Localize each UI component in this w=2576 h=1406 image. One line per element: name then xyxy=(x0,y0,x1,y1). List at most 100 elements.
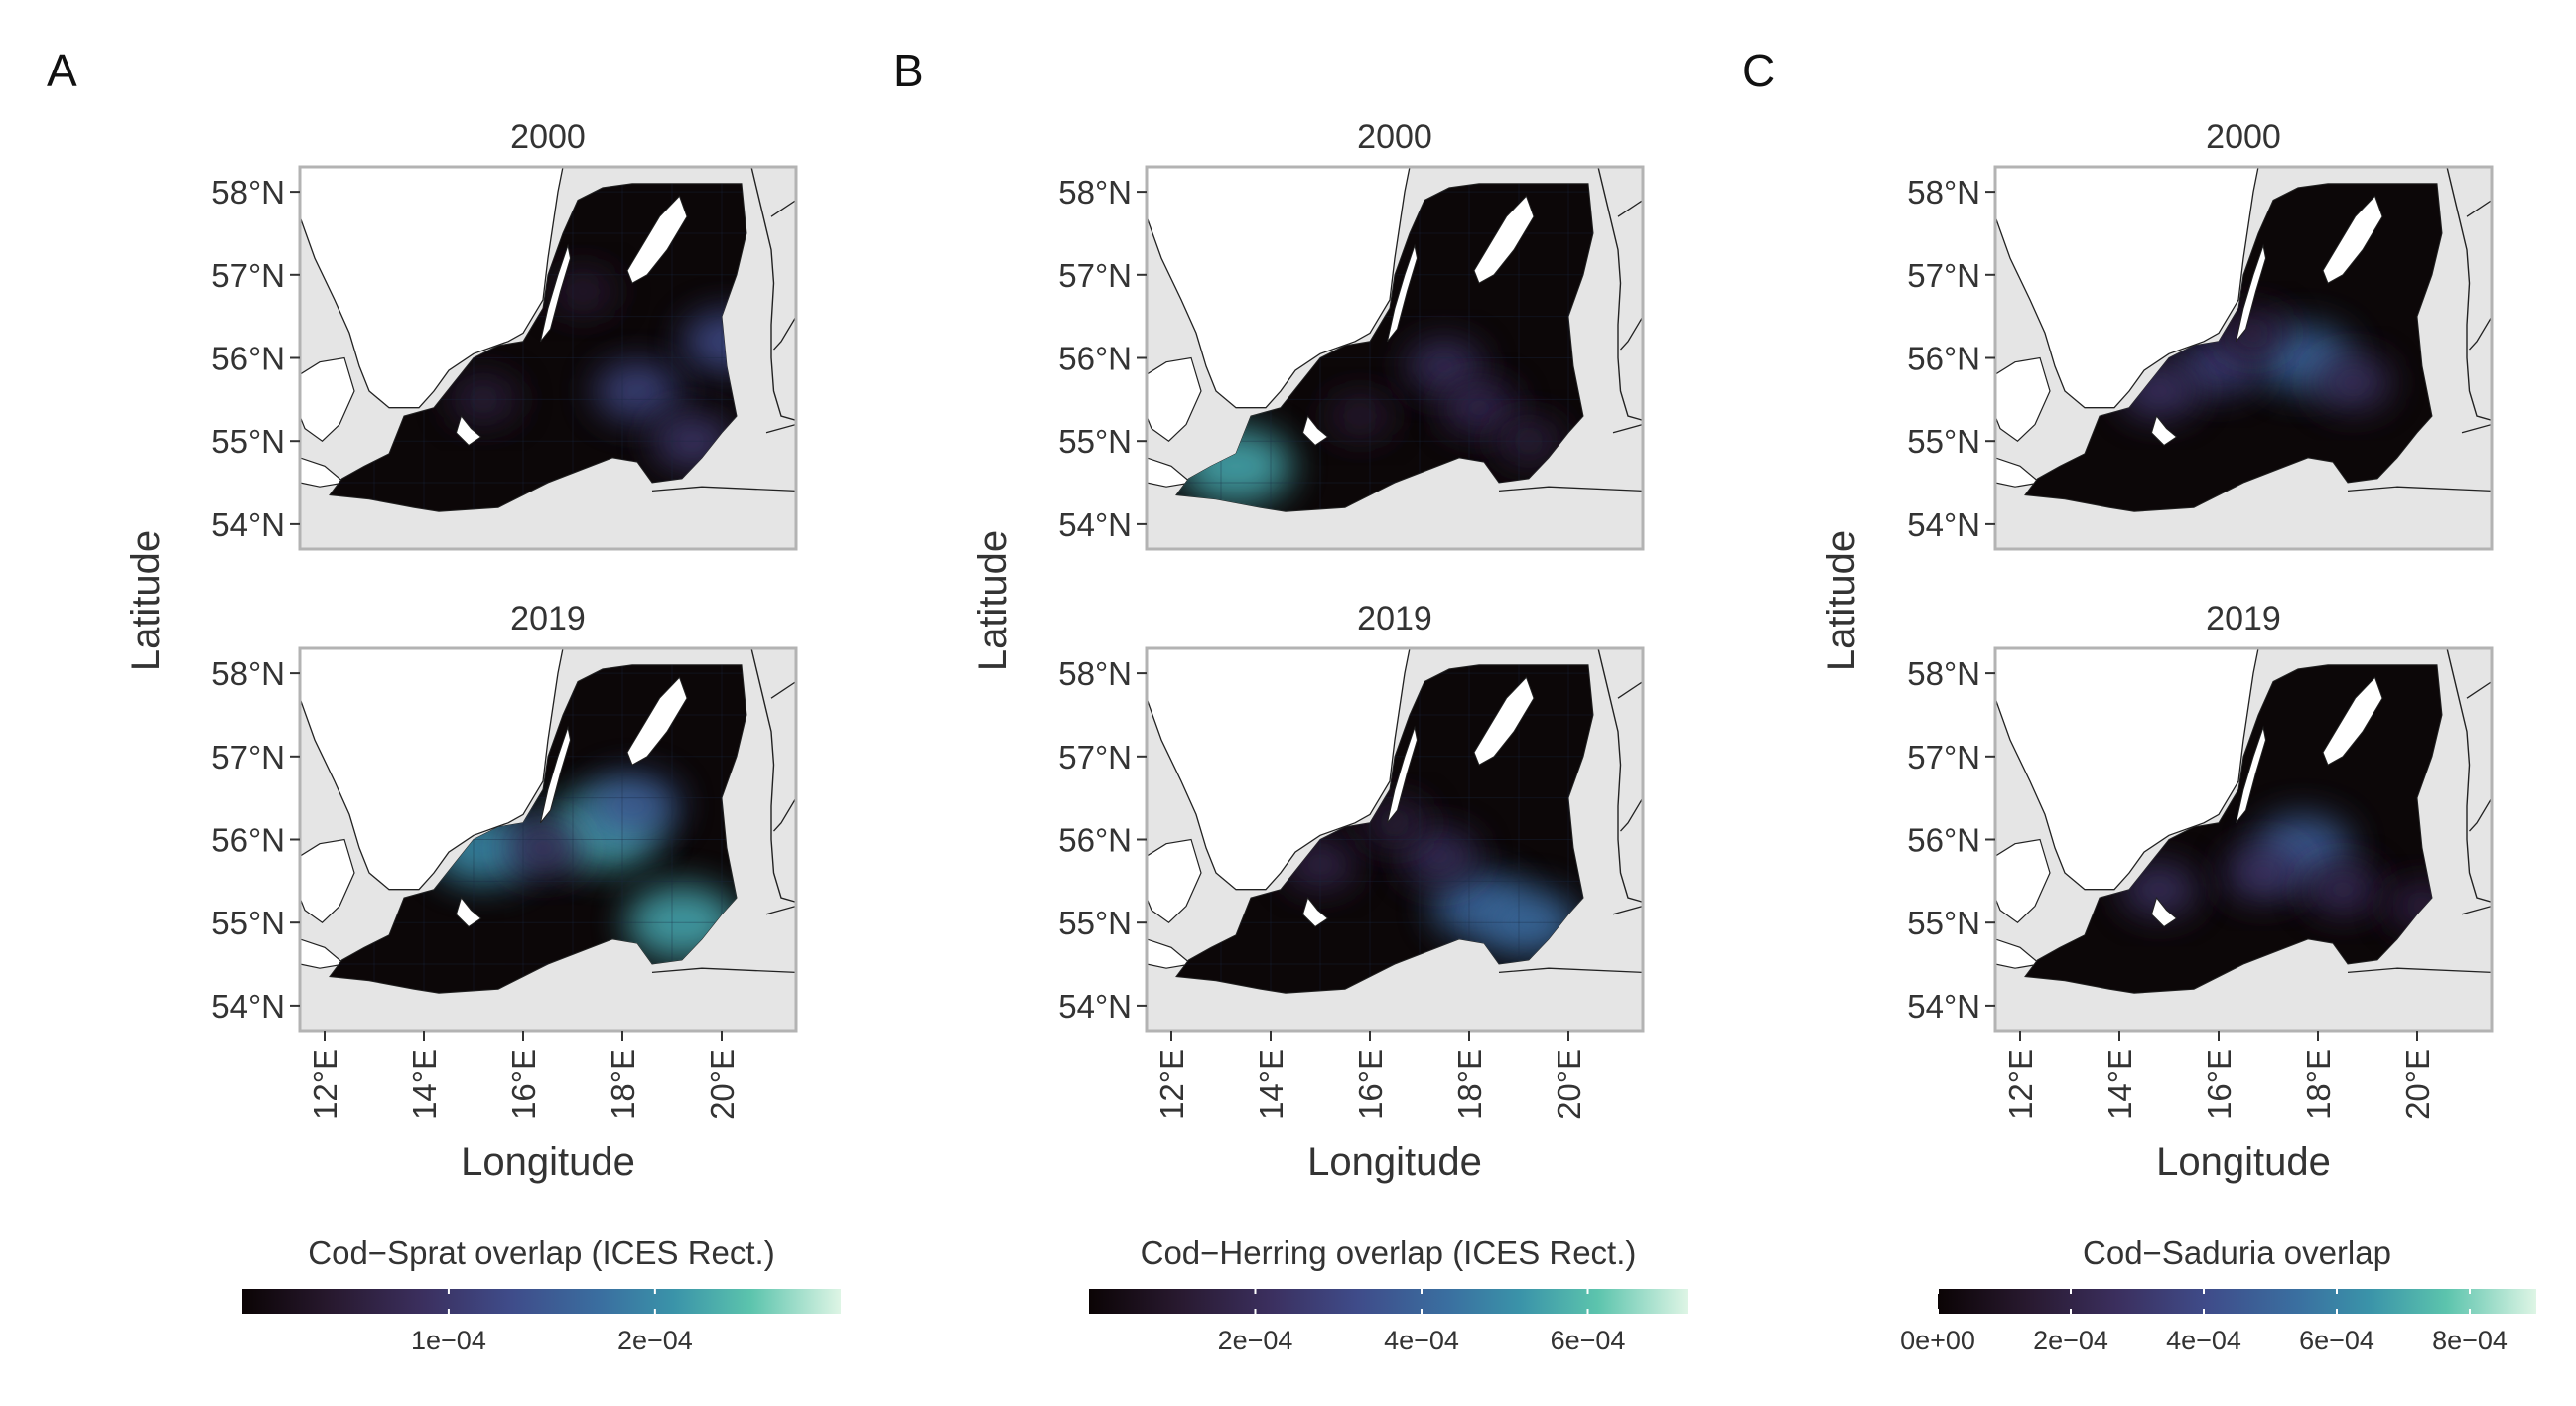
colorbar-tick-label: 1e−04 xyxy=(411,1326,486,1355)
gotland xyxy=(2322,676,2383,766)
x-tick-label: 12°E xyxy=(1153,1049,1190,1120)
y-axis-title: Latitude xyxy=(1820,530,1863,671)
colorbar-tick-label: 4e−04 xyxy=(2166,1326,2241,1355)
danish-islands xyxy=(300,356,355,442)
x-tick-label: 16°E xyxy=(2201,1049,2237,1120)
y-axis-title: Latitude xyxy=(124,530,168,671)
facet-title: 2019 xyxy=(510,600,586,637)
oland xyxy=(1387,725,1419,824)
overlap-hotspot xyxy=(1401,830,1478,883)
east-coastline xyxy=(750,167,796,421)
overlap-hotspot xyxy=(1360,799,1429,847)
map-area xyxy=(300,167,796,549)
y-tick-label: 57°N xyxy=(1058,257,1132,294)
colorbar-tick-label: 2e−04 xyxy=(617,1326,693,1355)
overlap-field xyxy=(2119,309,2391,418)
colorbar xyxy=(1089,1289,1688,1314)
overlap-hotspot xyxy=(1494,417,1563,465)
danish-islands xyxy=(300,838,355,923)
bornholm xyxy=(455,415,482,447)
danish-islands-south xyxy=(300,457,346,488)
x-tick-label: 20°E xyxy=(2399,1049,2436,1120)
y-tick-label: 58°N xyxy=(211,655,285,692)
colorbar-tick-label: 8e−04 xyxy=(2432,1326,2508,1355)
gotland xyxy=(1473,195,1535,284)
overlap-hotspot xyxy=(2305,864,2380,914)
y-tick-label: 56°N xyxy=(211,341,285,377)
border-line xyxy=(2347,967,2492,974)
danish-islands-south xyxy=(1147,938,1193,969)
x-tick-label: 20°E xyxy=(704,1049,741,1120)
y-tick-label: 54°N xyxy=(1058,988,1132,1025)
y-tick-label: 55°N xyxy=(211,905,285,941)
facet-2000: 2000 54°N 55°N 56°N 57°N 58°N xyxy=(1907,118,2494,551)
overlap-hotspot xyxy=(586,774,679,838)
facet-2019: 2019 54°N 55°N 56°N 57°N 58°N 12°E 14°E 16°E 18°E… xyxy=(211,600,798,1120)
y-tick-label: 56°N xyxy=(1907,341,1980,377)
map-area xyxy=(1147,648,1643,1031)
facet-title: 2000 xyxy=(2206,118,2281,156)
x-tick-label: 14°E xyxy=(2101,1049,2138,1120)
danish-islands xyxy=(1147,838,1202,923)
y-tick-label: 54°N xyxy=(211,988,285,1025)
border-line xyxy=(2466,199,2492,217)
y-tick-label: 56°N xyxy=(1058,822,1132,859)
oland xyxy=(1387,243,1419,343)
border-line xyxy=(2466,680,2492,699)
border-line xyxy=(2469,797,2492,832)
colorbar-legend: Cod−Herring overlap (ICES Rect.) 2e−04 4e−… xyxy=(1089,1234,1688,1355)
border-line xyxy=(2461,423,2492,434)
sweden-coast xyxy=(1147,167,1411,409)
overlap-hotspot xyxy=(2314,356,2391,409)
map-area xyxy=(300,648,796,1031)
y-tick-label: 57°N xyxy=(1907,257,1980,294)
colorbar-tick-label: 2e−04 xyxy=(2033,1326,2108,1355)
colorbar-tick-label: 6e−04 xyxy=(1551,1326,1626,1355)
facet-2019: 2019 54°N 55°N 56°N 57°N 58°N 12°E 14°E 16°E 18°E… xyxy=(1907,600,2494,1120)
sweden-coast xyxy=(1147,648,1411,891)
border-line xyxy=(1498,967,1643,974)
facet-2000: 2000 54°N 55°N 56°N 57°N 58°N xyxy=(1058,118,1645,551)
x-tick-label: 20°E xyxy=(1551,1049,1587,1120)
gotland xyxy=(626,195,688,284)
border-line xyxy=(1620,316,1643,351)
overlap-hotspot xyxy=(1327,393,1393,439)
legend-title: Cod−Saduria overlap xyxy=(2083,1234,2391,1271)
x-tick-label: 18°E xyxy=(605,1049,641,1120)
x-axis-title: Longitude xyxy=(1307,1140,1482,1184)
border-line xyxy=(2347,486,2492,492)
border-line xyxy=(770,199,796,217)
y-tick-label: 56°N xyxy=(1058,341,1132,377)
y-tick-label: 55°N xyxy=(1907,905,1980,941)
border-line xyxy=(773,797,796,832)
colorbar-tick-label: 6e−04 xyxy=(2299,1326,2374,1355)
gotland xyxy=(1473,676,1535,766)
danish-islands xyxy=(1995,356,2051,442)
x-tick-label: 12°E xyxy=(307,1049,343,1120)
east-coastline xyxy=(2446,167,2492,421)
border-line xyxy=(1617,199,1643,217)
border-line xyxy=(2469,316,2492,351)
danish-islands xyxy=(1147,356,1202,442)
overlap-hotspot xyxy=(550,269,615,315)
border-line xyxy=(1498,486,1643,492)
y-tick-label: 56°N xyxy=(1907,822,1980,859)
x-axis-title: Longitude xyxy=(461,1140,635,1184)
y-tick-label: 54°N xyxy=(1907,506,1980,543)
y-tick-label: 55°N xyxy=(1907,423,1980,460)
colorbar-legend: Cod−Sprat overlap (ICES Rect.) 1e−04 2e−04 xyxy=(242,1234,841,1355)
x-tick-label: 16°E xyxy=(1352,1049,1389,1120)
x-tick-label: 12°E xyxy=(2002,1049,2039,1120)
oland xyxy=(540,725,572,824)
panels: A Latitude 2000 54°N 55°N 56°N 57°N 58°N 2019 54°… xyxy=(47,45,2536,1355)
x-tick-label: 18°E xyxy=(1451,1049,1488,1120)
border-line xyxy=(1620,797,1643,832)
overlap-field xyxy=(1176,664,1593,994)
panel-c: C Latitude 2000 54°N 55°N 56°N 57°N 58°N 2019 54°… xyxy=(1742,45,2536,1355)
map-area xyxy=(1147,167,1643,549)
y-tick-label: 58°N xyxy=(1058,655,1132,692)
y-tick-label: 55°N xyxy=(1058,423,1132,460)
y-tick-label: 58°N xyxy=(1907,174,1980,211)
colorbar-tick-label: 0e+00 xyxy=(1900,1326,1975,1355)
gotland xyxy=(2322,195,2383,284)
